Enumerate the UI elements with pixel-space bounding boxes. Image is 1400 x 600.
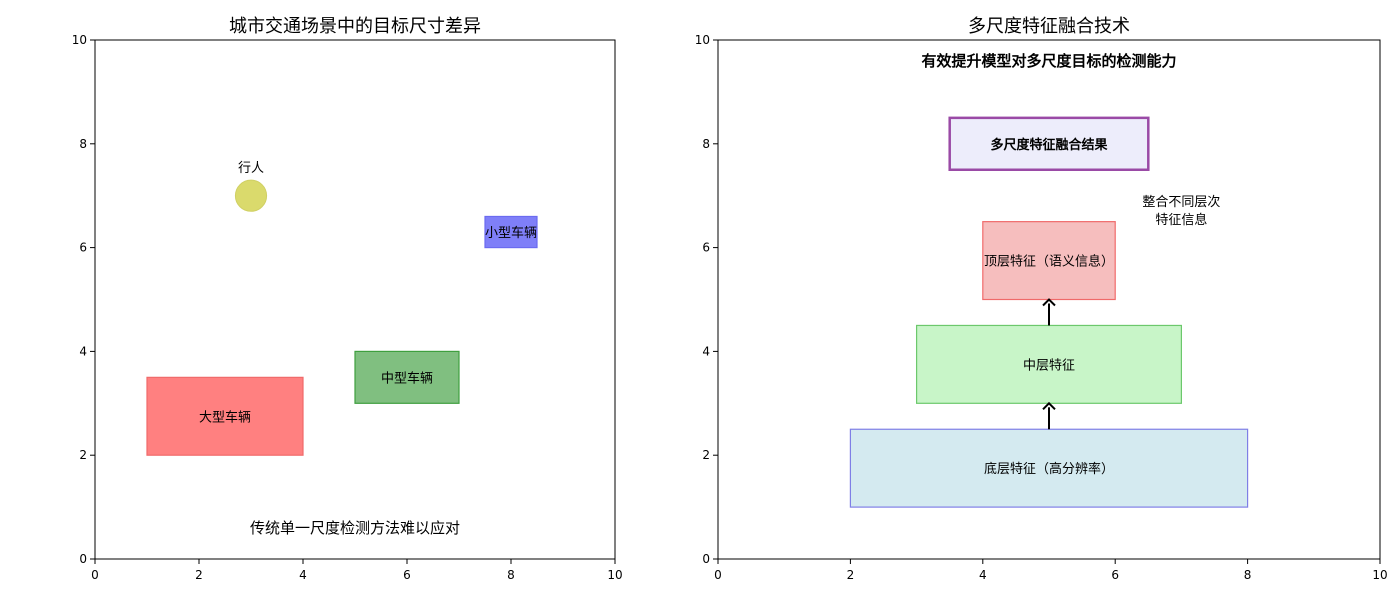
y-tick-label: 4: [79, 344, 87, 358]
y-tick-label: 10: [695, 33, 710, 47]
shape-rect: [982, 221, 1116, 301]
x-tick-label: 8: [507, 568, 515, 582]
shape-circle: [234, 179, 268, 212]
plot-frame: [94, 39, 616, 560]
annotation-text: 特征信息: [1155, 212, 1207, 228]
shape-rect: [354, 350, 460, 404]
shape-label: 大型车辆: [199, 409, 251, 425]
x-tick-label: 10: [1372, 568, 1387, 582]
x-tick-label: 6: [403, 568, 411, 582]
annotation-text: 有效提升模型对多尺度目标的检测能力: [921, 52, 1176, 70]
x-tick-label: 6: [1111, 568, 1119, 582]
shape-rect: [849, 428, 1249, 508]
x-tick-label: 0: [91, 568, 99, 582]
x-tick-label: 0: [714, 568, 722, 582]
shape-label: 行人: [238, 161, 264, 176]
y-tick-label: 0: [702, 552, 710, 566]
annotation-text: 传统单一尺度检测方法难以应对: [250, 519, 460, 537]
x-tick-label: 4: [299, 568, 307, 582]
y-tick-label: 6: [702, 241, 710, 255]
shape-label: 底层特征（高分辨率）: [984, 461, 1114, 477]
annotation-text: 整合不同层次: [1142, 194, 1220, 210]
arrow-head: [1042, 298, 1056, 307]
chart-title: 城市交通场景中的目标尺寸差异: [229, 16, 481, 37]
shape-label: 顶层特征（语义信息）: [984, 254, 1114, 270]
plot-frame: [717, 39, 1381, 560]
y-tick-label: 4: [702, 344, 710, 358]
x-tick-label: 10: [607, 568, 622, 582]
y-tick-label: 8: [79, 137, 87, 151]
y-tick-label: 10: [72, 33, 87, 47]
x-tick-label: 2: [195, 568, 203, 582]
shape-label: 中型车辆: [381, 370, 433, 386]
y-tick-label: 2: [702, 448, 710, 462]
arrow-head: [1042, 401, 1056, 411]
shape-label: 中层特征: [1023, 358, 1075, 373]
shape-rect: [146, 376, 304, 456]
y-tick-label: 0: [79, 552, 87, 566]
x-tick-label: 4: [979, 568, 987, 582]
shape-rect: [948, 116, 1150, 171]
x-tick-label: 8: [1244, 568, 1252, 582]
panel-2: 多尺度特征融合技术 0 2 4 6 8 10 0 2 4 6 8 10 底层特征（高分辨率） 中层特征 顶层特…: [695, 16, 1388, 582]
y-tick-label: 6: [79, 241, 87, 255]
shape-label: 多尺度特征融合结果: [990, 137, 1107, 153]
y-tick-label: 2: [79, 448, 87, 462]
shape-label: 小型车辆: [485, 225, 537, 241]
y-tick-label: 8: [702, 137, 710, 151]
shape-rect: [484, 215, 538, 249]
chart-title: 多尺度特征融合技术: [968, 16, 1130, 37]
x-tick-label: 2: [847, 568, 855, 582]
panel-1: 城市交通场景中的目标尺寸差异 0 2 4 6 8 10 0 2 4 6 8 10 行人小型车辆中型车辆大型…: [72, 16, 623, 582]
